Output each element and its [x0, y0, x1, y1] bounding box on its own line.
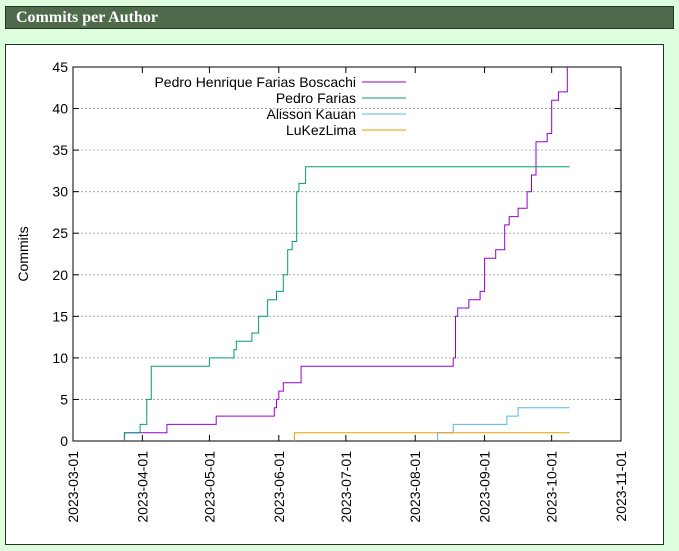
plot-border: [72, 66, 622, 442]
legend-label: Pedro Henrique Farias Boscachi: [154, 74, 356, 90]
chart-frame: 0 5 10 15 20 25 30 35 40 45 2023-03-01 2023-04-01 20…: [5, 44, 664, 545]
x-tick-label: 2023-09-01: [477, 451, 493, 523]
series-line-0: [123, 67, 568, 441]
y-tick-label: 20: [52, 267, 68, 283]
legend-label: LuKezLima: [286, 122, 356, 138]
x-tick-label: 2023-11-01: [613, 451, 629, 522]
y-tick-label: 35: [52, 142, 68, 158]
x-tick-label: 2023-05-01: [201, 451, 217, 523]
legend-label: Pedro Farias: [276, 90, 356, 106]
y-tick-label: 10: [52, 350, 68, 366]
y-tick-label: 30: [52, 184, 68, 200]
page-title: Commits per Author: [16, 9, 158, 26]
series-line-1: [123, 166, 570, 441]
y-tick-label: 0: [60, 433, 68, 449]
y-tick-label: 25: [52, 225, 68, 241]
commits-chart: 0 5 10 15 20 25 30 35 40 45 2023-03-01 2023-04-01 20…: [15, 59, 629, 523]
x-tick-label: 2023-08-01: [407, 451, 423, 523]
y-tick-label: 40: [52, 101, 68, 117]
x-tick-label: 2023-06-01: [271, 451, 287, 523]
series-line-2: [437, 407, 570, 441]
y-tick-label: 5: [60, 391, 68, 407]
legend-label: Alisson Kauan: [266, 106, 356, 122]
x-tick-label: 2023-04-01: [134, 451, 150, 523]
x-tick-label: 2023-07-01: [338, 451, 354, 523]
y-tick-label: 45: [52, 59, 68, 75]
x-tick-label: 2023-03-01: [65, 451, 81, 523]
y-axis-label: Commits: [15, 226, 31, 281]
page-header: Commits per Author: [5, 6, 674, 29]
series-line-3: [293, 432, 570, 441]
y-tick-label: 15: [52, 308, 68, 324]
x-tick-label: 2023-10-01: [544, 451, 560, 523]
